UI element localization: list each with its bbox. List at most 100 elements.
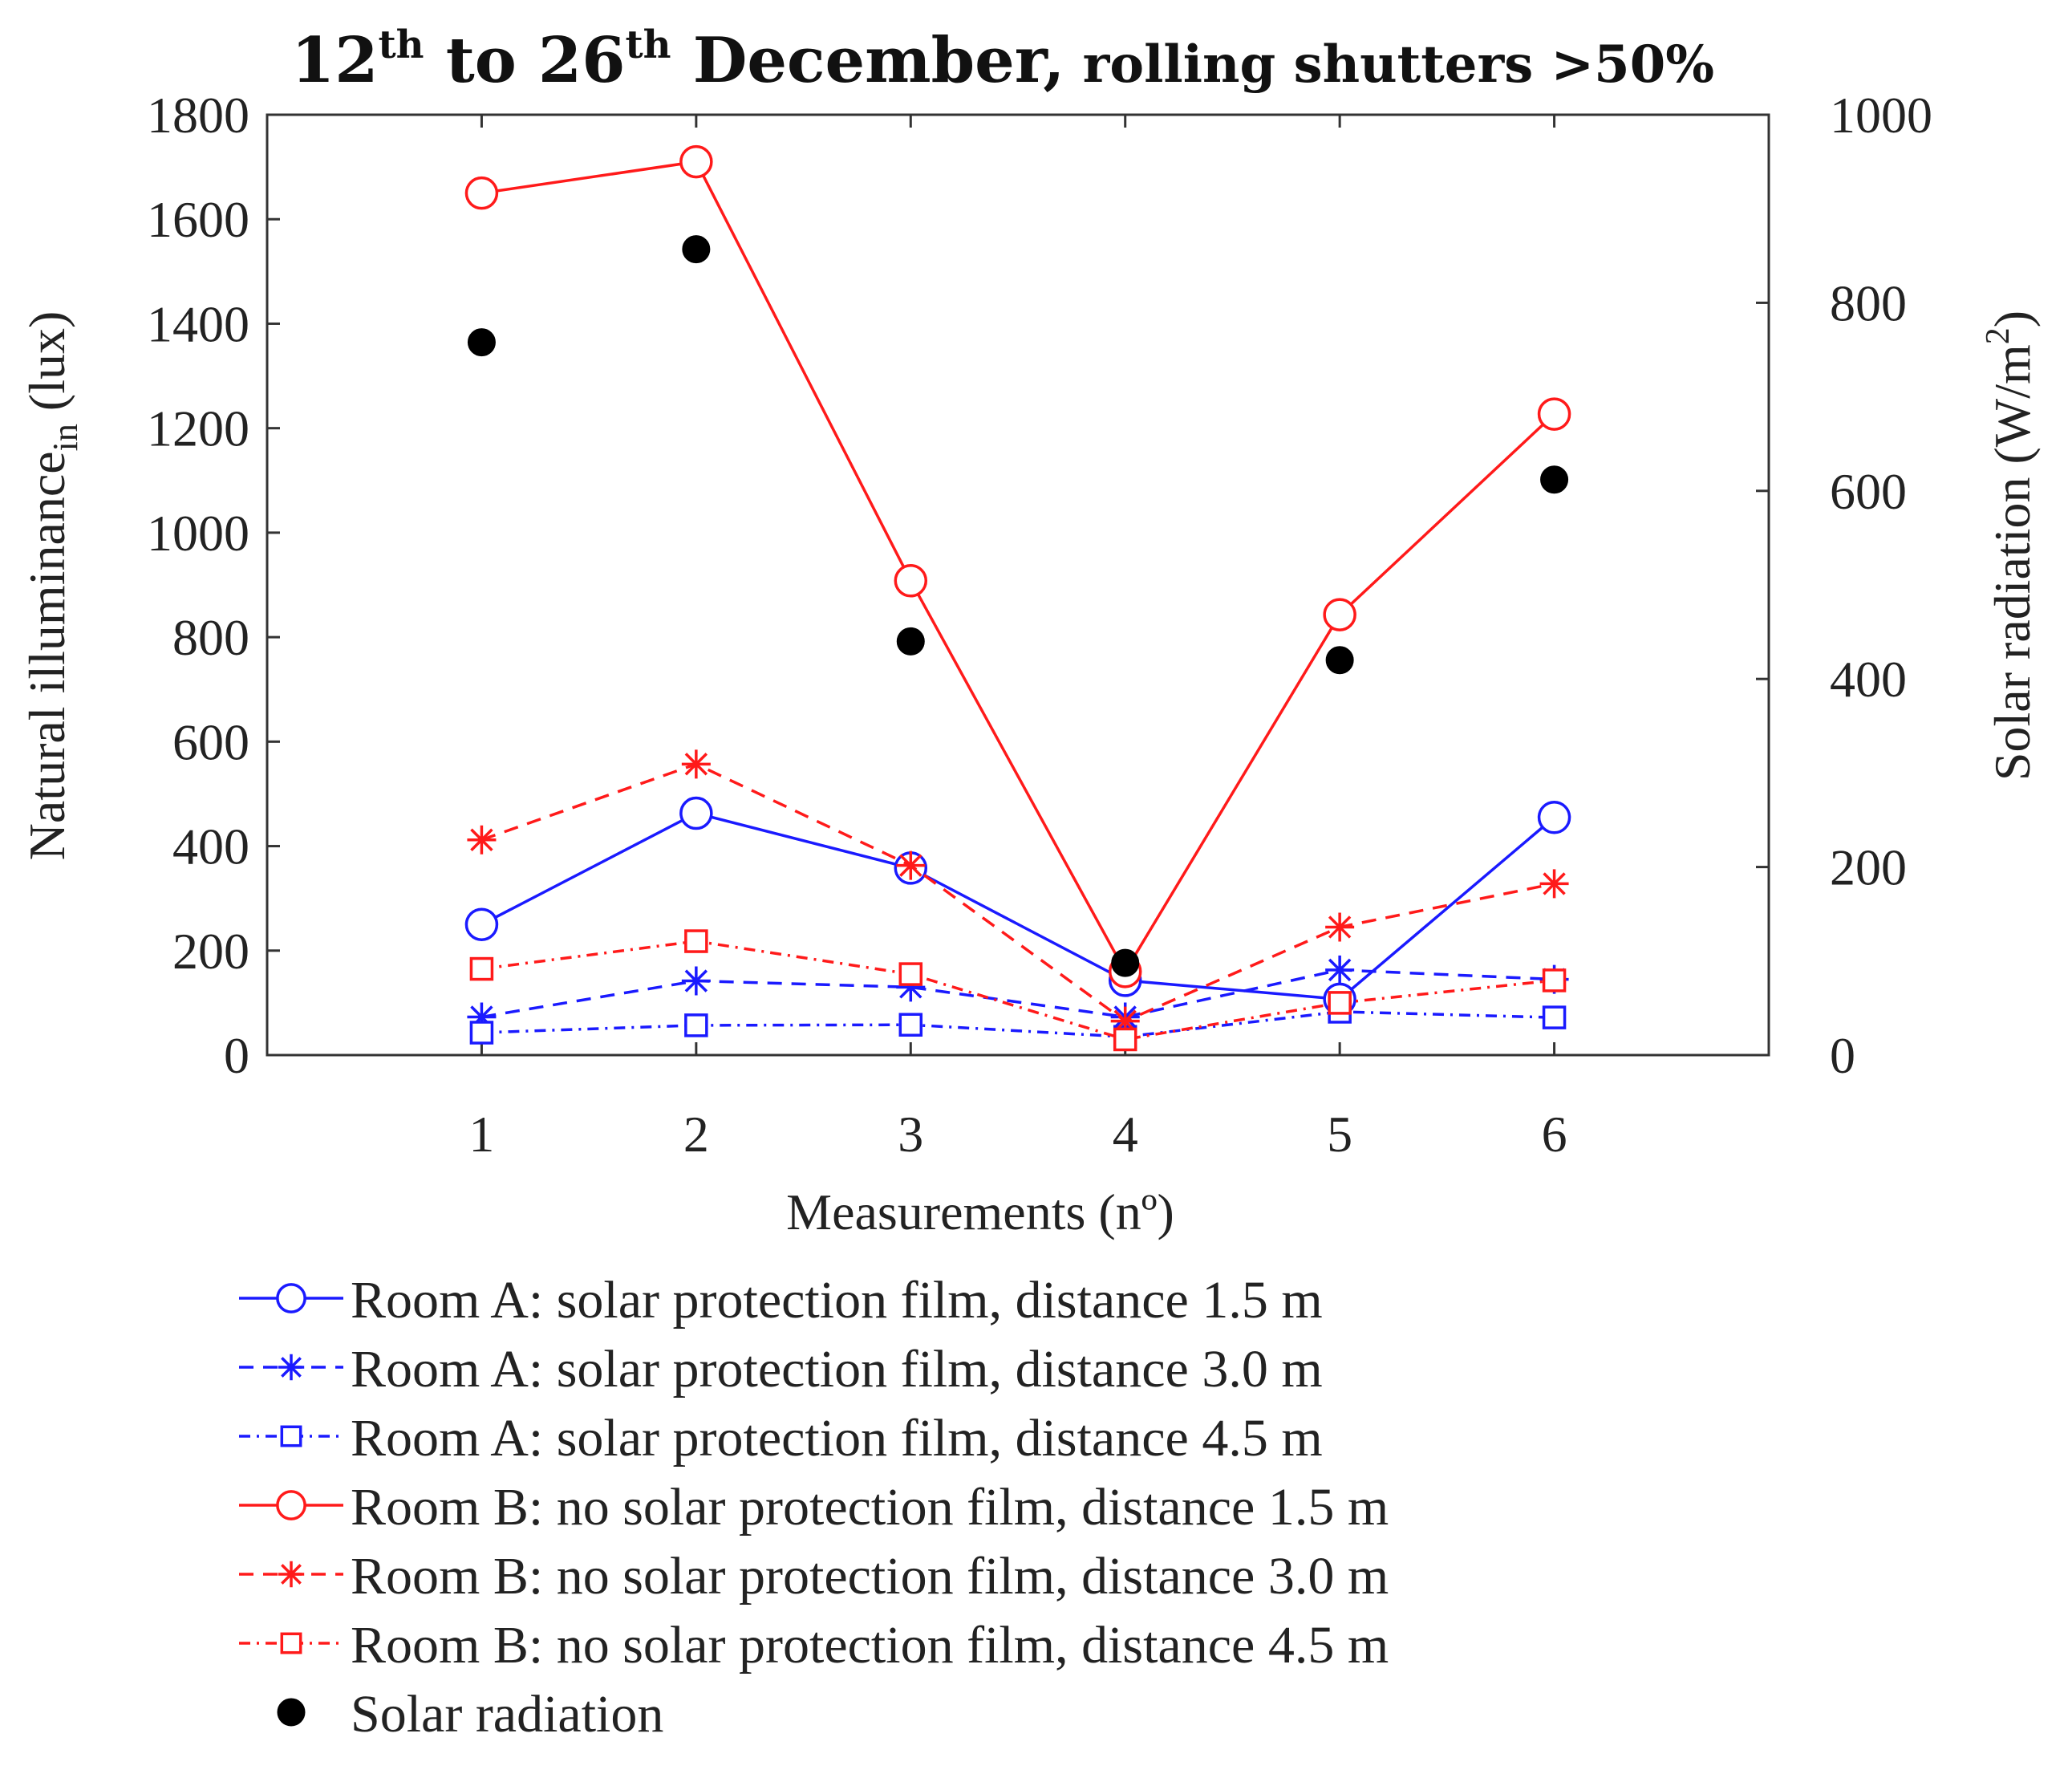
legend-item: Room B: no solar protection film, distan… (239, 1547, 1389, 1606)
data-point-square (469, 1021, 494, 1045)
right-tick-label: 800 (1830, 274, 1907, 331)
plot-frame (266, 113, 1770, 1057)
title-sup-2: th (625, 22, 671, 67)
data-point-dot (896, 627, 925, 656)
series-line (481, 1010, 1555, 1038)
x-tick-label: 6 (1542, 1106, 1567, 1163)
legend-label: Room A: solar protection film, distance … (351, 1409, 1323, 1468)
data-point-star (467, 825, 497, 855)
data-point-square (684, 929, 708, 953)
data-point-circle (1323, 598, 1356, 631)
title-part-3: December, (671, 24, 1065, 97)
legend-marker (280, 1632, 302, 1654)
series-line (480, 811, 1555, 1001)
right-tick-label: 0 (1830, 1027, 1855, 1084)
left-tick-label: 600 (172, 713, 249, 770)
left-tick-label: 1200 (147, 400, 249, 457)
series-line (480, 762, 1555, 1023)
right-tick-label: 200 (1830, 839, 1907, 896)
legend-item: Room B: no solar protection film, distan… (239, 1616, 1389, 1675)
data-point-circle (679, 144, 713, 179)
chart-title: 12th to 26th December, rolling shutters … (291, 22, 1714, 97)
series-4 (467, 749, 1569, 1036)
left-tick-label: 200 (172, 923, 249, 980)
left-tick-label: 1000 (147, 505, 249, 562)
data-point-star (896, 850, 926, 880)
data-point-dot (682, 235, 711, 264)
data-point-star (467, 1002, 497, 1032)
data-point-star (1325, 912, 1355, 942)
x-axis-tick-labels: 1 2 3 4 5 6 (468, 1106, 1567, 1163)
right-axis-label-sup: 2 (1980, 327, 2017, 344)
plot-series (464, 144, 1571, 1052)
data-point-dot (1540, 465, 1569, 494)
legend-marker (276, 1283, 306, 1313)
x-tick-label: 2 (683, 1106, 709, 1163)
data-point-square (684, 1013, 708, 1037)
legend-marker (276, 1490, 306, 1520)
series-line (481, 940, 1555, 1041)
legend-item: Room A: solar protection film, distance … (239, 1340, 1323, 1398)
x-tick-label: 3 (898, 1106, 923, 1163)
data-point-circle (679, 796, 713, 830)
data-point-circle (464, 176, 499, 210)
title-part-2: to 26 (424, 24, 626, 97)
data-point-square (469, 956, 494, 981)
series-6 (467, 235, 1569, 977)
data-point-star (681, 749, 711, 779)
legend-item: Room A: solar protection film, distance … (239, 1409, 1323, 1468)
series-2 (469, 1000, 1567, 1049)
data-point-square (1542, 968, 1567, 993)
axis-ticks (267, 113, 1769, 1057)
right-tick-label: 600 (1830, 463, 1907, 520)
x-tick-label: 5 (1327, 1106, 1352, 1163)
data-point-square (1542, 1005, 1567, 1029)
legend-marker (280, 1425, 302, 1447)
data-point-dot (467, 328, 496, 357)
legend-item: Solar radiation (277, 1685, 663, 1744)
legend-label: Room B: no solar protection film, distan… (351, 1478, 1389, 1537)
title-part-4: rolling shutters >50% (1064, 35, 1714, 95)
right-axis-tick-labels: 0 200 400 600 800 1000 (1830, 87, 1932, 1084)
data-point-star (1110, 1006, 1140, 1036)
legend-item: Room A: solar protection film, distance … (239, 1271, 1323, 1329)
legend-label: Room B: no solar protection film, distan… (351, 1616, 1389, 1675)
left-tick-label: 1800 (147, 87, 249, 144)
data-point-square (898, 1013, 923, 1037)
legend-marker (277, 1698, 306, 1727)
legend: Room A: solar protection film, distance … (239, 1271, 1389, 1744)
legend-label: Room A: solar protection film, distance … (351, 1271, 1323, 1329)
right-axis-label-end: ) (1984, 311, 2041, 327)
data-point-star (896, 972, 926, 1002)
series-line (481, 160, 1555, 975)
left-axis-label-main: Natural illuminance (18, 451, 75, 860)
data-point-circle (464, 907, 499, 941)
series-line (481, 968, 1555, 1019)
data-point-star (1325, 955, 1355, 984)
right-tick-label: 1000 (1830, 87, 1932, 144)
title-sup-1: th (378, 22, 424, 67)
data-point-dot (1111, 948, 1140, 977)
data-point-circle (1537, 800, 1571, 834)
left-tick-label: 1400 (147, 295, 249, 352)
left-tick-label: 0 (224, 1027, 249, 1084)
legend-label: Solar radiation (351, 1685, 663, 1744)
data-point-dot (1325, 646, 1354, 675)
data-point-star (1539, 869, 1569, 899)
right-axis-label-main: Solar radiation (W/m (1984, 344, 2041, 781)
left-tick-label: 1600 (147, 191, 249, 248)
series-3 (464, 144, 1571, 988)
data-point-square (898, 962, 923, 986)
x-tick-label: 1 (468, 1106, 494, 1163)
data-point-square (1328, 991, 1352, 1015)
data-point-square (1113, 1027, 1137, 1052)
left-axis-tick-labels: 0 200 400 600 800 1000 1200 1400 1600 1800 (147, 87, 249, 1084)
x-axis-label: Measurements (nº) (786, 1183, 1174, 1240)
right-axis-label: Solar radiation (W/m2) (1980, 311, 2041, 781)
left-axis-label: Natural illuminancein (lux) (18, 311, 85, 861)
left-tick-label: 400 (172, 818, 249, 875)
right-tick-label: 400 (1830, 651, 1907, 708)
left-axis-label-unit: (lux) (18, 311, 75, 424)
left-tick-label: 800 (172, 609, 249, 666)
